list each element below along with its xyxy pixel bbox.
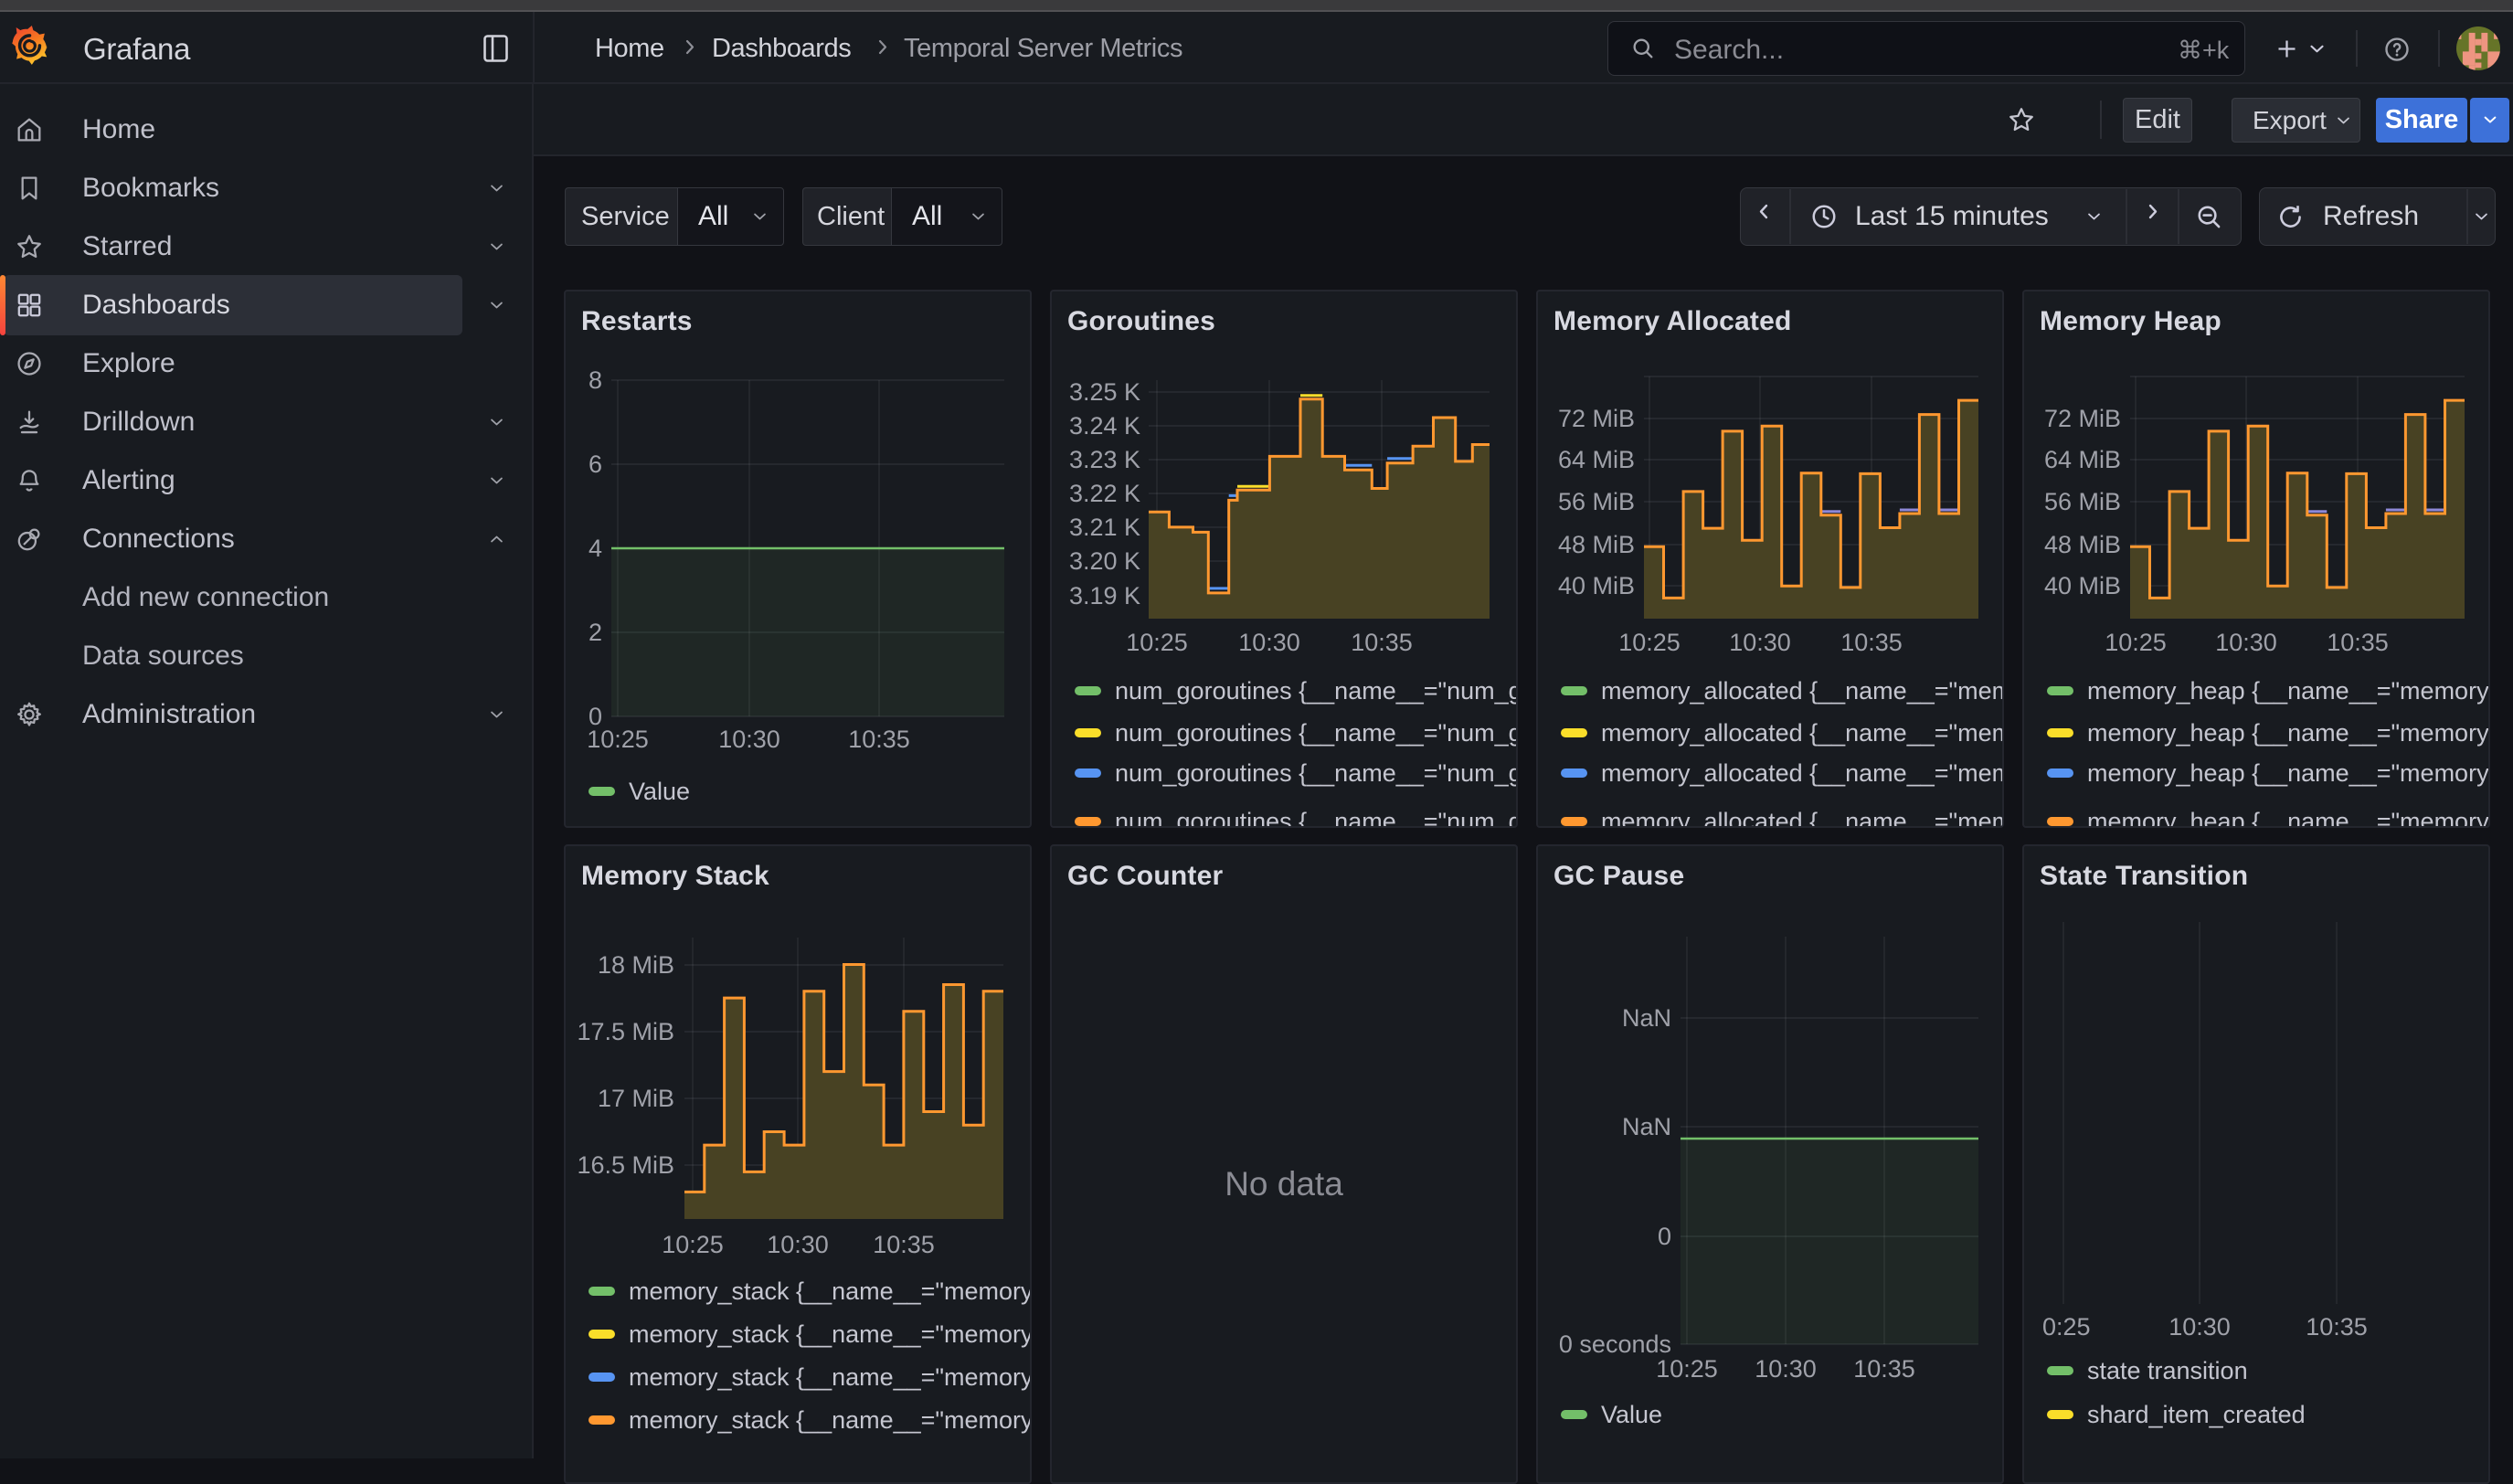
svg-text:40 MiB: 40 MiB (1558, 572, 1635, 599)
svg-text:48 MiB: 48 MiB (1558, 531, 1635, 558)
svg-text:10:35: 10:35 (1351, 629, 1413, 656)
svg-text:0: 0 (1658, 1223, 1671, 1250)
svg-text:64 MiB: 64 MiB (1558, 446, 1635, 473)
svg-text:64 MiB: 64 MiB (2044, 446, 2121, 473)
svg-text:56 MiB: 56 MiB (2044, 488, 2121, 515)
svg-text:56 MiB: 56 MiB (1558, 488, 1635, 515)
svg-text:3.20 K: 3.20 K (1069, 547, 1140, 575)
svg-text:3.21 K: 3.21 K (1069, 514, 1140, 541)
svg-text:40 MiB: 40 MiB (2044, 572, 2121, 599)
svg-text:10:35: 10:35 (848, 726, 910, 753)
svg-text:10:25: 10:25 (1126, 629, 1188, 656)
svg-text:16.5 MiB: 16.5 MiB (577, 1151, 674, 1179)
svg-text:10:35: 10:35 (873, 1231, 935, 1258)
svg-text:0:25: 0:25 (2042, 1313, 2091, 1341)
svg-text:10:35: 10:35 (1840, 629, 1903, 656)
svg-text:2: 2 (588, 619, 602, 646)
svg-text:3.24 K: 3.24 K (1069, 412, 1140, 440)
svg-text:3.25 K: 3.25 K (1069, 378, 1140, 406)
svg-text:3.22 K: 3.22 K (1069, 480, 1140, 507)
svg-text:NaN: NaN (1622, 1113, 1671, 1140)
svg-text:10:25: 10:25 (1656, 1355, 1718, 1383)
svg-text:10:35: 10:35 (2327, 629, 2389, 656)
svg-text:17 MiB: 17 MiB (598, 1085, 674, 1112)
svg-text:8: 8 (588, 366, 602, 394)
svg-text:10:25: 10:25 (2105, 629, 2167, 656)
svg-text:10:30: 10:30 (718, 726, 780, 753)
svg-text:10:30: 10:30 (1729, 629, 1791, 656)
svg-text:10:35: 10:35 (2306, 1313, 2368, 1341)
svg-text:10:25: 10:25 (587, 726, 649, 753)
svg-text:17.5 MiB: 17.5 MiB (577, 1018, 674, 1045)
svg-text:18 MiB: 18 MiB (598, 951, 674, 979)
svg-text:3.23 K: 3.23 K (1069, 446, 1140, 473)
svg-text:4: 4 (588, 535, 602, 562)
svg-text:10:30: 10:30 (1238, 629, 1300, 656)
svg-text:6: 6 (588, 450, 602, 478)
svg-text:3.19 K: 3.19 K (1069, 582, 1140, 610)
svg-text:0: 0 (588, 703, 602, 730)
svg-text:10:30: 10:30 (2168, 1313, 2231, 1341)
svg-text:NaN: NaN (1622, 1004, 1671, 1032)
svg-text:72 MiB: 72 MiB (1558, 405, 1635, 432)
svg-text:72 MiB: 72 MiB (2044, 405, 2121, 432)
svg-text:10:30: 10:30 (2215, 629, 2277, 656)
svg-text:10:30: 10:30 (767, 1231, 829, 1258)
svg-text:10:35: 10:35 (1853, 1355, 1915, 1383)
svg-text:10:25: 10:25 (1618, 629, 1681, 656)
svg-text:10:30: 10:30 (1755, 1355, 1817, 1383)
svg-text:10:25: 10:25 (662, 1231, 724, 1258)
svg-text:0 seconds: 0 seconds (1559, 1330, 1671, 1358)
svg-text:48 MiB: 48 MiB (2044, 531, 2121, 558)
